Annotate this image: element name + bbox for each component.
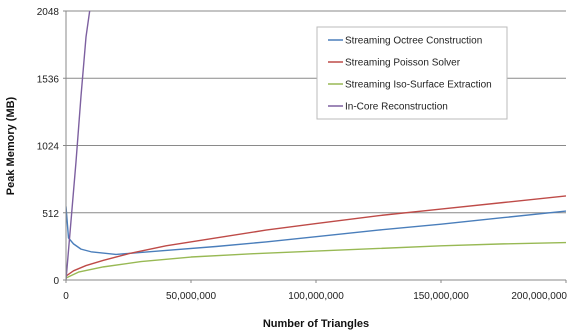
y-axis-title: Peak Memory (MB) [5,96,17,195]
legend-label-3: In-Core Reconstruction [345,102,448,113]
legend-label-1: Streaming Poisson Solver [345,58,461,69]
series-line-2 [66,241,566,279]
x-tick-label-0: 0 [63,291,69,302]
series-line-0 [66,206,566,256]
y-tick-label-2: 1024 [37,142,60,153]
x-tick-labels: 0 50,000,000 100,000,000 150,000,000 200,000… [63,280,567,302]
y-tick-label-0: 0 [53,276,59,287]
x-axis-title: Number of Triangles [263,318,369,330]
x-tick-label-1: 50,000,000 [166,291,216,302]
legend-box [316,26,508,120]
x-tick-label-2: 100,000,000 [288,291,344,302]
x-tick-label-4: 200,000,000 [511,291,567,302]
y-tick-labels: 0 512 1024 1536 2048 [37,7,66,287]
y-tick-label-3: 1536 [37,74,60,85]
legend-label-0: Streaming Octree Construction [345,36,482,47]
y-tick-label-4: 2048 [37,7,60,18]
legend: Streaming Octree Construction Streaming P… [316,26,508,120]
y-tick-label-1: 512 [42,209,59,220]
series-line-3 [66,11,91,281]
series-lines [66,11,566,281]
x-tick-label-3: 150,000,000 [413,291,469,302]
series-line-1 [66,195,566,277]
gridlines [66,10,566,214]
legend-label-2: Streaming Iso-Surface Extraction [345,80,492,91]
